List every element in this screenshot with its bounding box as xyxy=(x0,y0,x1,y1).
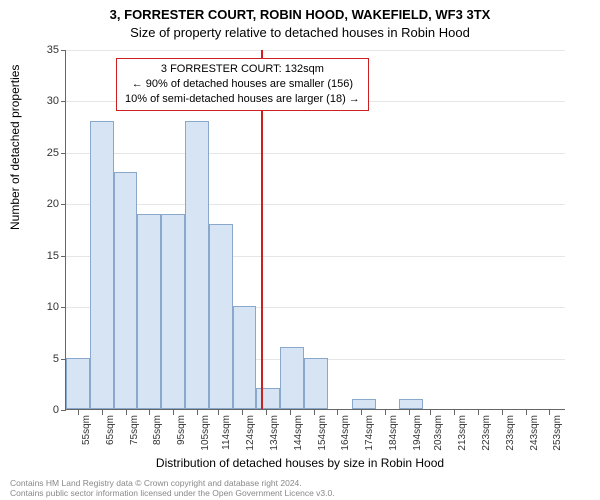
ytick-label: 30 xyxy=(35,95,59,107)
histogram-bar xyxy=(304,358,328,409)
ytick-mark xyxy=(61,410,66,411)
xtick-mark xyxy=(197,410,198,415)
ytick-mark xyxy=(61,204,66,205)
footer-line-1: Contains HM Land Registry data © Crown c… xyxy=(10,478,590,488)
histogram-bar xyxy=(90,121,114,409)
ytick-label: 20 xyxy=(35,198,59,210)
xtick-mark xyxy=(78,410,79,415)
xtick-mark xyxy=(478,410,479,415)
ytick-label: 5 xyxy=(35,353,59,365)
ytick-label: 10 xyxy=(35,301,59,313)
histogram-bar xyxy=(233,306,257,409)
gridline xyxy=(66,204,565,205)
xtick-mark xyxy=(385,410,386,415)
ytick-mark xyxy=(61,307,66,308)
chart-title-secondary: Size of property relative to detached ho… xyxy=(0,24,600,42)
ytick-label: 25 xyxy=(35,147,59,159)
histogram-bar xyxy=(352,399,376,409)
xtick-mark xyxy=(337,410,338,415)
ytick-mark xyxy=(61,153,66,154)
xtick-mark xyxy=(454,410,455,415)
histogram-bar xyxy=(66,358,90,409)
xtick-mark xyxy=(430,410,431,415)
histogram-bar xyxy=(280,347,304,409)
footer-line-2: Contains public sector information licen… xyxy=(10,488,590,498)
xtick-mark xyxy=(218,410,219,415)
gridline xyxy=(66,50,565,51)
histogram-bar xyxy=(399,399,423,409)
ytick-mark xyxy=(61,256,66,257)
chart-area: 0510152025303555sqm65sqm75sqm85sqm95sqm1… xyxy=(65,50,565,410)
chart-title-primary: 3, FORRESTER COURT, ROBIN HOOD, WAKEFIEL… xyxy=(0,6,600,24)
y-axis-label: Number of detached properties xyxy=(8,65,22,230)
annotation-line: ← 90% of detached houses are smaller (15… xyxy=(125,77,360,92)
xtick-mark xyxy=(314,410,315,415)
histogram-bar xyxy=(209,224,233,409)
ytick-label: 0 xyxy=(35,404,59,416)
x-axis-label: Distribution of detached houses by size … xyxy=(0,456,600,470)
gridline xyxy=(66,153,565,154)
xtick-mark xyxy=(102,410,103,415)
histogram-bar xyxy=(256,388,280,409)
histogram-bar xyxy=(114,172,138,409)
xtick-mark xyxy=(266,410,267,415)
ytick-mark xyxy=(61,101,66,102)
annotation-box: 3 FORRESTER COURT: 132sqm← 90% of detach… xyxy=(116,58,369,111)
plot-region: 0510152025303555sqm65sqm75sqm85sqm95sqm1… xyxy=(65,50,565,410)
xtick-mark xyxy=(173,410,174,415)
chart-title-block: 3, FORRESTER COURT, ROBIN HOOD, WAKEFIEL… xyxy=(0,0,600,41)
histogram-bar xyxy=(185,121,209,409)
xtick-mark xyxy=(149,410,150,415)
histogram-bar xyxy=(161,214,185,409)
xtick-mark xyxy=(502,410,503,415)
xtick-mark xyxy=(526,410,527,415)
xtick-mark xyxy=(409,410,410,415)
ytick-mark xyxy=(61,50,66,51)
annotation-line: 3 FORRESTER COURT: 132sqm xyxy=(125,62,360,77)
xtick-mark xyxy=(290,410,291,415)
xtick-mark xyxy=(242,410,243,415)
ytick-label: 15 xyxy=(35,250,59,262)
annotation-line: 10% of semi-detached houses are larger (… xyxy=(125,92,360,107)
histogram-bar xyxy=(137,214,161,409)
xtick-mark xyxy=(361,410,362,415)
ytick-label: 35 xyxy=(35,44,59,56)
footer-attribution: Contains HM Land Registry data © Crown c… xyxy=(10,478,590,498)
xtick-mark xyxy=(549,410,550,415)
xtick-mark xyxy=(126,410,127,415)
